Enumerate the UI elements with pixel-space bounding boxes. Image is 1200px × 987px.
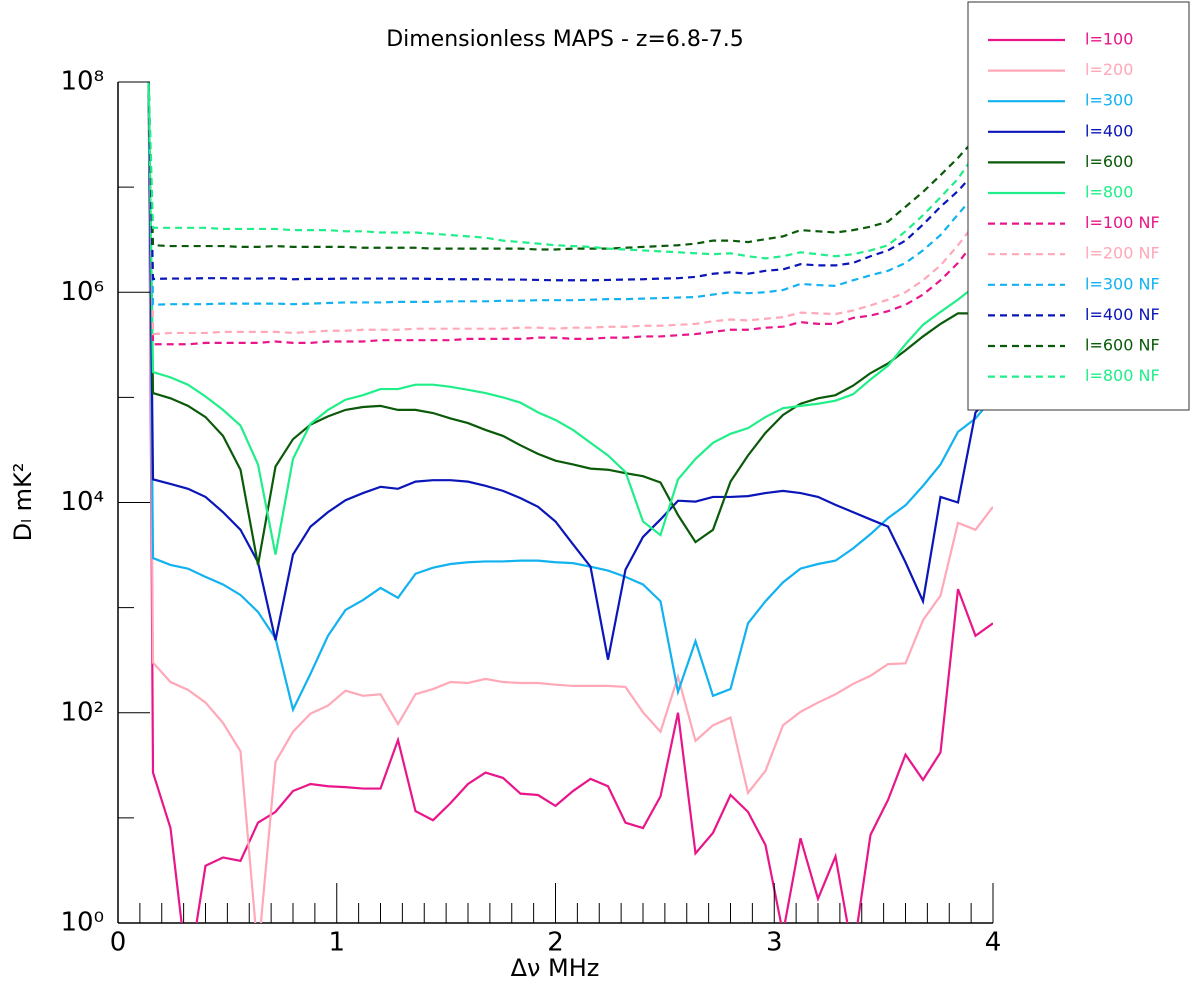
- y-tick-label: 10⁸: [60, 67, 104, 97]
- y-tick-label: 10⁶: [60, 277, 104, 307]
- legend-label: l=100 NF: [1085, 213, 1160, 232]
- x-tick-label: 1: [328, 928, 345, 958]
- legend-label: l=400: [1085, 121, 1133, 140]
- legend-label: l=400 NF: [1085, 305, 1160, 324]
- legend-label: l=800 NF: [1085, 366, 1160, 385]
- series-line: [147, 82, 993, 555]
- legend-label: l=800: [1085, 183, 1133, 202]
- x-axis-label: Δν MHz: [511, 954, 600, 982]
- legend-label: l=200: [1085, 60, 1133, 79]
- x-tick-label: 4: [985, 928, 1002, 958]
- legend-label: l=300: [1085, 91, 1133, 110]
- chart-title: Dimensionless MAPS - z=6.8-7.5: [386, 27, 744, 52]
- series-line: [147, 82, 993, 346]
- series-line: [147, 82, 993, 260]
- series-line: [147, 82, 993, 923]
- series-line: [147, 82, 993, 923]
- y-tick-label: 10⁰: [60, 908, 104, 938]
- y-tick-label: 10⁴: [60, 487, 104, 517]
- series-line: [147, 82, 993, 713]
- series-line: [147, 82, 993, 566]
- plot-area: [147, 82, 993, 923]
- x-tick-label: 3: [766, 928, 783, 958]
- series-line: [147, 82, 993, 660]
- legend-label: l=600 NF: [1085, 336, 1160, 355]
- series-line: [147, 82, 993, 251]
- legend-label: l=200 NF: [1085, 244, 1160, 263]
- legend-label: l=300 NF: [1085, 274, 1160, 293]
- y-tick-label: 10²: [60, 697, 104, 727]
- series-line: [147, 82, 993, 306]
- x-tick-label: 0: [110, 928, 127, 958]
- series-line: [147, 82, 993, 282]
- legend-label: l=600: [1085, 152, 1133, 171]
- x-tick-label: 2: [547, 928, 564, 958]
- legend-label: l=100: [1085, 30, 1133, 49]
- y-axis-label: Dₗ mK²: [9, 463, 37, 542]
- series-line: [147, 82, 993, 336]
